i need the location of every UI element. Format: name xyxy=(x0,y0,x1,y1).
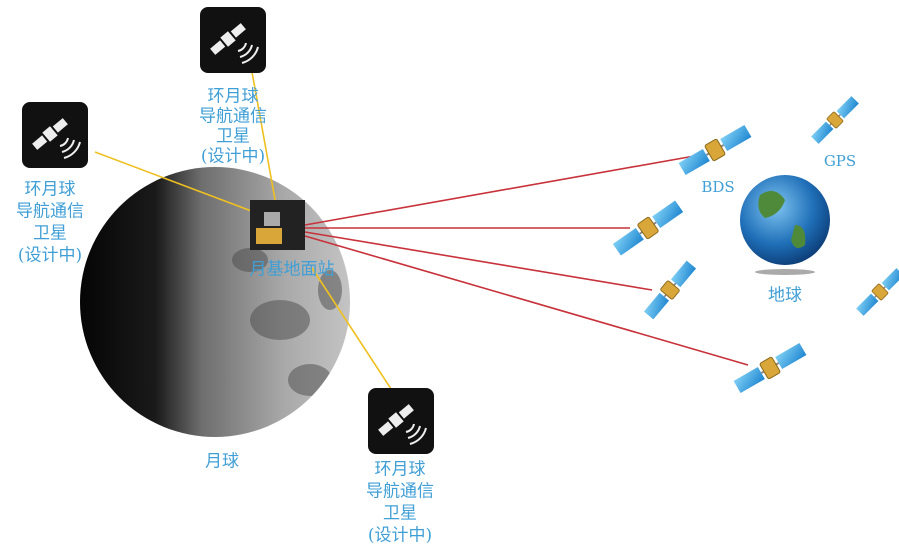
satellite-icon xyxy=(368,388,434,454)
satellite-label: 卫星 xyxy=(33,224,67,244)
satellite-label: 卫星 xyxy=(216,127,250,147)
satellite-label: (设计中) xyxy=(368,526,432,546)
satellite-icon xyxy=(22,102,88,168)
station-label: 月基地面站 xyxy=(250,260,335,280)
moon xyxy=(80,167,350,437)
satellite-label: 环月球 xyxy=(25,180,76,200)
satellite-label: 导航通信 xyxy=(199,107,267,127)
moon-label: 月球 xyxy=(205,452,239,472)
satellite-label: 环月球 xyxy=(375,460,426,480)
constellation-label: GPS xyxy=(824,152,856,170)
diagram: 环月球 导航通信 卫星 (设计中) 环月球 导航通信 卫星 (设计中) 环月球 … xyxy=(0,0,899,549)
ground-station xyxy=(250,200,305,250)
satellite-label: (设计中) xyxy=(18,246,82,266)
constellation-label: BDS xyxy=(701,178,734,196)
satellite-label: 导航通信 xyxy=(16,202,84,222)
satellite-label: 导航通信 xyxy=(366,482,434,502)
earth xyxy=(740,175,830,275)
satellite-icon xyxy=(200,7,266,73)
satellite-label: 卫星 xyxy=(383,504,417,524)
satellite-label: (设计中) xyxy=(201,147,265,167)
satellite-label: 环月球 xyxy=(208,87,259,107)
earth-label: 地球 xyxy=(768,286,802,306)
